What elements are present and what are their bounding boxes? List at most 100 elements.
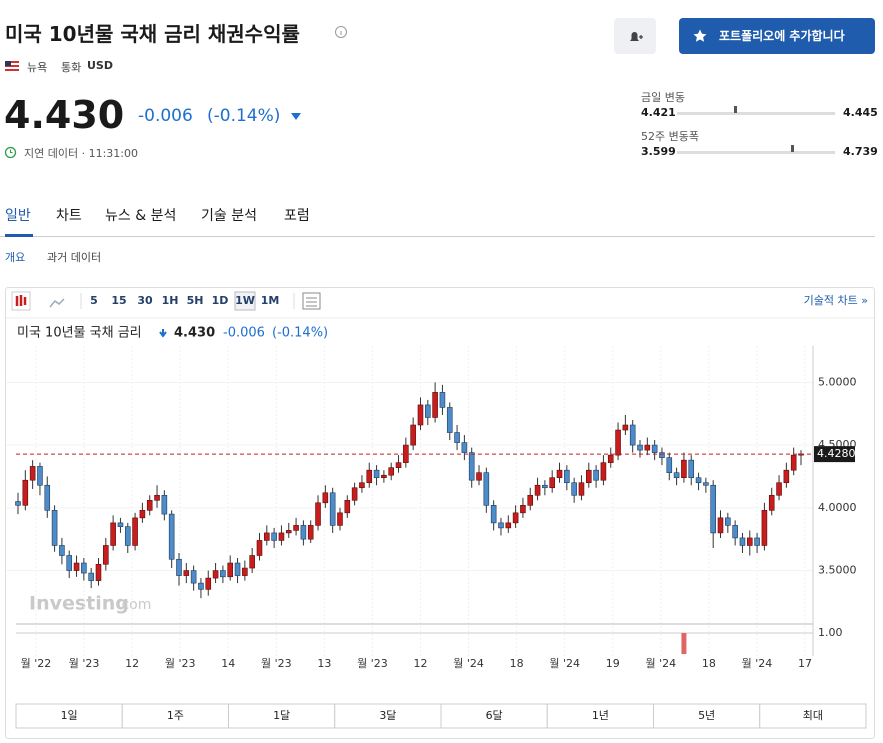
portfolio-button[interactable]: 포트폴리오에 추가합니다 [679,18,875,54]
day-low: 4.421 [641,106,676,119]
range-button[interactable] [15,703,123,729]
candle-body [242,567,248,576]
indicator-icon[interactable] [302,292,321,310]
candle-body [59,545,65,556]
interval[interactable]: 5H [187,294,204,307]
candle-body [234,562,241,576]
tab[interactable]: 차트 [56,208,82,224]
alert-button[interactable] [614,18,656,54]
tab[interactable]: 뉴스 & 분석 [105,208,177,224]
candle-body [190,570,197,584]
candle-body [227,562,234,578]
subtab[interactable]: 개요 [5,251,26,264]
candle-body [110,522,116,546]
candle-body [651,444,658,453]
legend-change-pct: (-0.14%) [272,326,328,341]
x-tick-label: 월 '24 [645,657,676,670]
candle-body [95,563,102,581]
candle-body [629,424,636,446]
tab[interactable]: 기술 분석 [201,208,257,224]
candle-body [205,577,212,590]
candle-body [717,517,724,534]
candle-body [285,530,292,534]
candle-body [73,562,80,571]
candle-body [117,522,124,527]
candle-body [417,404,424,426]
x-tick-label: 월 '24 [453,657,484,670]
interval[interactable]: 15 [111,294,126,307]
candle-body [198,582,204,590]
candle-body [161,494,168,515]
day-high: 4.445 [843,106,878,119]
interval[interactable]: 1D [212,294,229,307]
candle-body [490,505,497,524]
subtab[interactable]: 과거 데이터 [47,251,102,264]
week52-label: 52주 변동폭 [641,130,699,143]
candle-body [556,469,563,479]
chart-link[interactable]: 기술적 차트 » [804,294,868,307]
x-tick-label: 월 '24 [549,657,580,670]
y-tick-label: 3.5000 [818,564,857,577]
info-icon[interactable] [334,25,348,39]
volume-tick-label: 1.00 [818,626,843,639]
candle-body [278,532,285,541]
candle-body [359,482,365,489]
y-tick-label: 5.0000 [818,375,857,388]
candle-body [725,517,731,526]
candle-body [659,452,665,458]
candle-body [132,517,138,546]
delay: 지연 데이터 · 11:31:00 [24,147,138,160]
candle-body [154,494,160,501]
tab[interactable]: 포럼 [284,208,310,224]
y-tick-label: 4.0000 [818,501,857,514]
x-tick-label: 월 '22 [21,657,52,670]
candle-body [381,474,387,479]
interval[interactable]: 1W [235,294,255,307]
candle-body [454,432,460,443]
day-range-label: 금일 변동 [641,91,685,104]
week52-low: 3.599 [641,145,676,158]
candle-body [622,424,629,431]
candle-body [168,513,175,560]
x-tick-label: 월 '23 [69,657,100,670]
interval[interactable]: 5 [90,294,98,307]
candle-body [564,469,570,484]
candle-body [644,444,651,451]
candle-body [505,522,512,529]
x-tick-label: 13 [317,657,331,670]
legend-name: 미국 10년물 국채 금리 [17,326,142,341]
interval[interactable]: 1M [261,294,280,307]
last-price-label: 4.4280 [817,447,856,460]
candle-body [329,492,336,526]
range-button[interactable] [759,703,867,729]
range-button[interactable] [121,703,229,729]
candle-body [351,487,358,501]
candle-body [183,570,190,576]
candle-body [220,570,226,578]
candle-body [249,555,255,569]
change-pct: (-0.14%) [207,106,281,126]
tab[interactable]: 일반 [5,208,31,224]
range-button[interactable] [440,703,548,729]
line-icon[interactable] [49,298,65,308]
candle-body [710,484,716,534]
interval[interactable]: 1H [162,294,179,307]
candle-body [754,537,760,546]
candle-body [337,512,343,526]
candle-body [483,472,490,506]
candle-body [571,482,577,496]
x-tick-label: 12 [125,657,139,670]
flag [5,61,19,71]
title: 미국 10년물 국채 금리 채권수익률 [5,22,300,46]
range-button[interactable] [334,703,442,729]
candle-body [776,482,782,496]
candle-body [271,532,277,541]
range-button[interactable] [653,703,761,729]
candle-body [29,466,36,481]
range-button[interactable] [228,703,336,729]
watermark-suffix: .com [117,597,151,613]
candle-body [681,459,687,479]
candle-icon[interactable] [11,291,31,311]
chart-panel: Investing .com 5 15 30 1H 5H 1D 1W 1M 기술적 차트 » 미국… [5,287,875,739]
interval[interactable]: 30 [137,294,153,307]
